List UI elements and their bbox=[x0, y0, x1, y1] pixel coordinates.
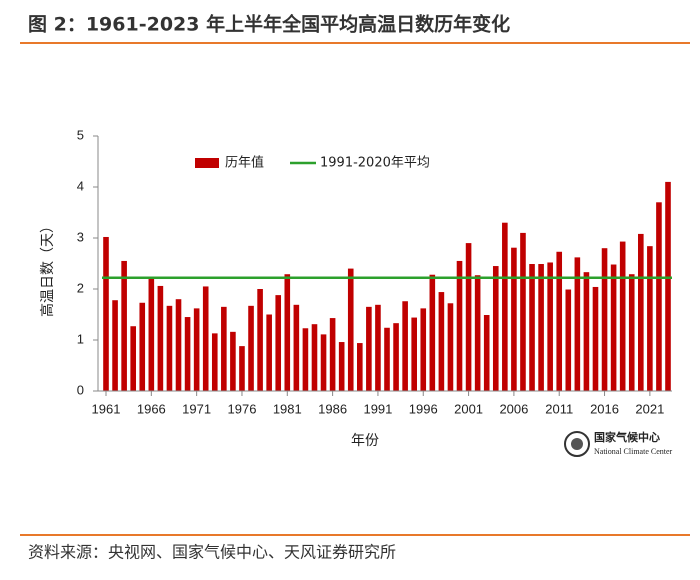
bar bbox=[357, 343, 363, 391]
logo: 国家气候中心 National Climate Center bbox=[564, 430, 673, 457]
bar bbox=[139, 302, 146, 391]
y-tick-label: 2 bbox=[77, 280, 84, 295]
bar bbox=[375, 304, 381, 391]
bar bbox=[384, 327, 390, 391]
bar bbox=[592, 286, 599, 391]
bar bbox=[628, 274, 635, 391]
y-tick-label: 0 bbox=[77, 382, 84, 397]
logo-subtitle: National Climate Center bbox=[594, 447, 673, 456]
x-tick-label: 1966 bbox=[137, 401, 166, 416]
bar bbox=[103, 236, 109, 391]
page-title: 图 2：1961-2023 年上半年全国平均高温日数历年变化 bbox=[28, 13, 510, 36]
x-tick-label: 2001 bbox=[454, 401, 483, 416]
y-tick-label: 3 bbox=[77, 229, 84, 244]
bar bbox=[610, 264, 617, 391]
bar bbox=[547, 262, 553, 391]
x-tick-label: 1986 bbox=[318, 401, 347, 416]
bar bbox=[112, 300, 118, 391]
bar bbox=[130, 326, 136, 391]
bar bbox=[366, 306, 372, 391]
bar bbox=[266, 314, 272, 391]
y-tick-label: 1 bbox=[77, 331, 84, 346]
source: 资料来源：央视网、国家气候中心、天风证券研究所 bbox=[28, 543, 396, 562]
bar bbox=[502, 222, 508, 391]
bar bbox=[184, 317, 191, 391]
bar bbox=[511, 247, 517, 391]
bar bbox=[239, 346, 245, 391]
bar bbox=[556, 251, 563, 391]
bar bbox=[601, 248, 608, 391]
bar bbox=[420, 308, 427, 391]
x-axis-label: 年份 bbox=[351, 433, 379, 449]
x-tick-label: 1981 bbox=[273, 401, 302, 416]
bar bbox=[619, 241, 626, 391]
bar bbox=[474, 275, 481, 391]
x-tick-label: 1991 bbox=[363, 401, 392, 416]
bar bbox=[148, 277, 155, 391]
logo-icon-core bbox=[571, 438, 583, 450]
bar bbox=[656, 202, 662, 391]
bar bbox=[429, 274, 436, 391]
legend-label: 历年值 bbox=[225, 155, 264, 171]
bar bbox=[320, 334, 327, 391]
bar bbox=[311, 324, 318, 391]
x-tick-label: 1961 bbox=[92, 401, 121, 416]
bar bbox=[275, 295, 282, 391]
x-tick-label: 2016 bbox=[590, 401, 619, 416]
bar bbox=[538, 264, 544, 391]
legend-label: 1991-2020年平均 bbox=[320, 156, 430, 171]
bar bbox=[438, 292, 445, 391]
x-tick-label: 2006 bbox=[499, 401, 528, 416]
bar bbox=[230, 331, 236, 391]
bar bbox=[338, 342, 345, 391]
bar bbox=[665, 181, 671, 391]
bar bbox=[284, 274, 291, 391]
x-tick-label: 1976 bbox=[228, 401, 257, 416]
bar bbox=[638, 233, 644, 391]
bar bbox=[202, 286, 209, 391]
legend-swatch bbox=[195, 158, 219, 168]
bar bbox=[456, 260, 463, 391]
logo-name: 国家气候中心 bbox=[594, 430, 660, 444]
bar bbox=[583, 272, 590, 391]
bar bbox=[121, 260, 127, 391]
bar bbox=[347, 268, 354, 391]
bar bbox=[257, 289, 263, 391]
bar bbox=[492, 266, 499, 391]
bar bbox=[574, 257, 581, 391]
bar bbox=[221, 306, 227, 391]
bar bbox=[465, 243, 472, 391]
bar bbox=[157, 285, 164, 391]
bar bbox=[483, 315, 490, 391]
bar bbox=[402, 301, 408, 391]
bar bbox=[411, 317, 417, 391]
x-tick-label: 1996 bbox=[409, 401, 438, 416]
bar bbox=[393, 323, 399, 391]
bar bbox=[447, 303, 454, 391]
y-axis-label: 高温日数（天） bbox=[39, 219, 56, 317]
bar bbox=[248, 305, 254, 391]
bar bbox=[647, 246, 653, 391]
x-tick-label: 2011 bbox=[545, 401, 573, 416]
bar bbox=[193, 308, 200, 391]
bar bbox=[166, 305, 173, 391]
bar bbox=[293, 304, 300, 391]
x-tick-label: 2021 bbox=[635, 401, 664, 416]
bar bbox=[302, 328, 309, 391]
y-tick-label: 5 bbox=[77, 127, 84, 142]
x-tick-label: 1971 bbox=[182, 401, 211, 416]
bar bbox=[529, 264, 535, 391]
bar bbox=[520, 232, 526, 391]
bar bbox=[565, 289, 572, 391]
bar bbox=[175, 299, 182, 391]
y-tick-label: 4 bbox=[77, 178, 84, 193]
bar bbox=[211, 333, 218, 391]
bar bbox=[329, 318, 336, 391]
